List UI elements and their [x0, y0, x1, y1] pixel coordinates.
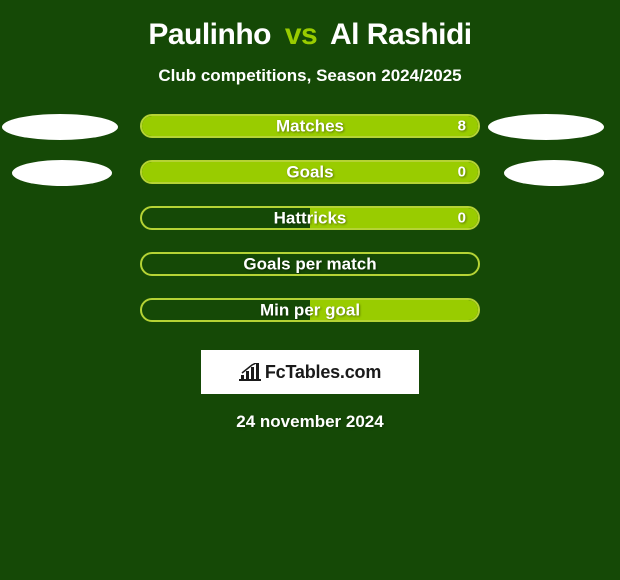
stat-value: 8: [458, 119, 466, 134]
comparison-widget: Paulinho vs Al Rashidi Club competitions…: [0, 0, 620, 432]
stat-row: Hattricks 0: [0, 206, 620, 252]
stat-row: Min per goal: [0, 298, 620, 344]
ellipse-marker-left: [12, 160, 112, 186]
vs-separator: vs: [285, 18, 317, 51]
stat-bar-min-per-goal: Min per goal: [140, 298, 480, 322]
player1-name: Paulinho: [148, 18, 271, 51]
bar-fill: [310, 208, 478, 228]
player2-name: Al Rashidi: [330, 18, 472, 51]
subtitle: Club competitions, Season 2024/2025: [0, 66, 620, 86]
stats-area: Matches 8 Goals 0 Hattricks 0 Goals pe: [0, 114, 620, 344]
ellipse-marker-right: [504, 160, 604, 186]
bar-fill: [310, 300, 478, 320]
page-title: Paulinho vs Al Rashidi: [0, 18, 620, 52]
stat-row: Matches 8: [0, 114, 620, 160]
bar-fill: [142, 116, 478, 136]
brand-text: FcTables.com: [265, 362, 381, 383]
stat-value: 0: [458, 211, 466, 226]
bar-fill: [142, 162, 478, 182]
stat-bar-hattricks: Hattricks 0: [140, 206, 480, 230]
stat-value: 0: [458, 165, 466, 180]
brand-logo: FcTables.com: [239, 362, 381, 383]
stat-label: Goals per match: [142, 256, 478, 273]
stat-bar-goals: Goals 0: [140, 160, 480, 184]
stat-bar-goals-per-match: Goals per match: [140, 252, 480, 276]
chart-icon: [239, 363, 261, 381]
stat-row: Goals 0: [0, 160, 620, 206]
stat-row: Goals per match: [0, 252, 620, 298]
date-label: 24 november 2024: [0, 412, 620, 432]
ellipse-marker-left: [2, 114, 118, 140]
brand-badge[interactable]: FcTables.com: [201, 350, 419, 394]
stat-bar-matches: Matches 8: [140, 114, 480, 138]
ellipse-marker-right: [488, 114, 604, 140]
